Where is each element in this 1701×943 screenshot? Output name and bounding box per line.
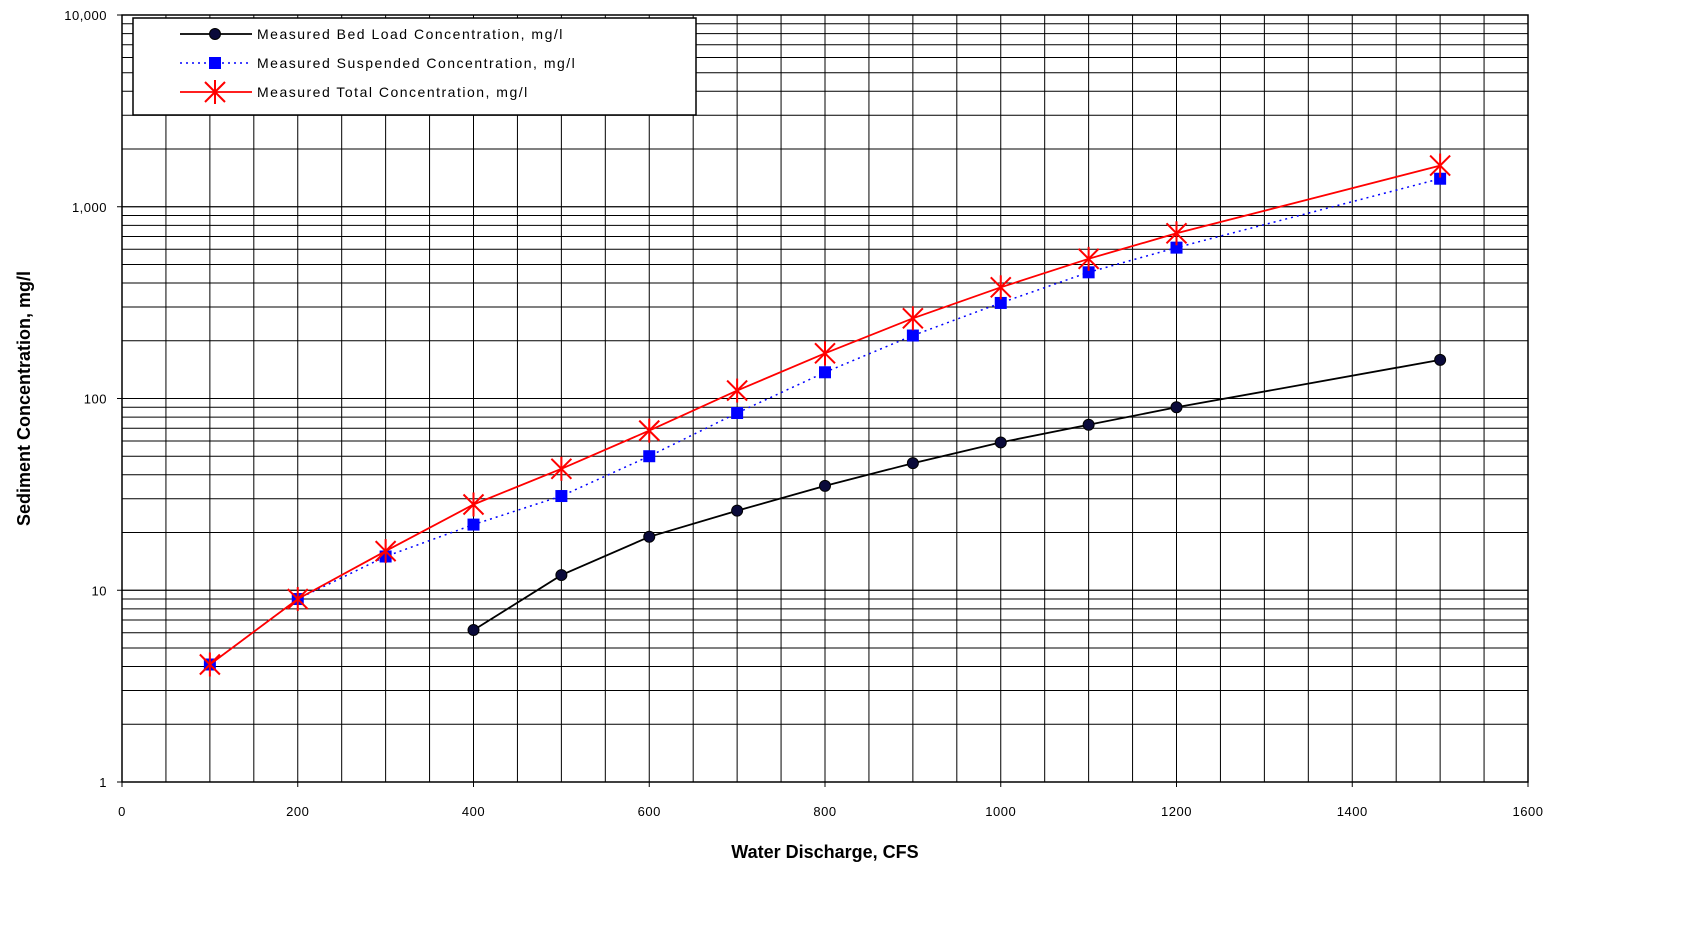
x-tick-label: 1400 bbox=[1337, 804, 1368, 819]
legend-marker bbox=[204, 80, 226, 104]
data-point bbox=[1429, 153, 1451, 178]
data-point bbox=[467, 518, 480, 531]
data-point bbox=[462, 492, 485, 517]
data-point bbox=[555, 569, 568, 582]
data-point bbox=[814, 341, 836, 366]
x-tick-label: 200 bbox=[286, 804, 309, 819]
x-tick-label: 600 bbox=[638, 804, 661, 819]
data-point bbox=[1165, 221, 1188, 246]
data-point bbox=[467, 624, 480, 637]
data-point bbox=[902, 306, 924, 331]
data-point bbox=[906, 329, 919, 342]
data-point bbox=[731, 504, 744, 517]
data-point bbox=[819, 479, 831, 492]
series-3 bbox=[199, 153, 1451, 677]
x-tick-label: 1000 bbox=[985, 804, 1016, 819]
y-tick-label: 10,000 bbox=[64, 8, 107, 23]
data-point bbox=[994, 436, 1007, 449]
y-tick-label: 100 bbox=[84, 392, 107, 407]
x-tick-label: 1200 bbox=[1161, 804, 1192, 819]
data-point bbox=[1434, 353, 1447, 366]
data-point bbox=[638, 418, 660, 443]
legend-marker bbox=[209, 57, 221, 69]
legend-label: Measured Bed Load Concentration, mg/l bbox=[257, 26, 564, 42]
data-point bbox=[819, 366, 831, 379]
x-axis-title: Water Discharge, CFS bbox=[731, 842, 918, 862]
data-point bbox=[1077, 246, 1100, 271]
data-point bbox=[1170, 241, 1183, 254]
x-tick-label: 0 bbox=[118, 804, 126, 819]
axis-ticks: 0 200 400 600 800 1000 1200 1400 1600 1 10 100 1,000… bbox=[64, 8, 1543, 819]
data-point bbox=[287, 587, 309, 612]
data-point bbox=[1434, 172, 1447, 185]
data-point bbox=[550, 456, 573, 481]
data-point bbox=[1082, 266, 1095, 279]
series-line bbox=[473, 359, 1441, 631]
y-axis-title: Sediment Concentration, mg/l bbox=[14, 271, 34, 526]
legend-label: Measured Suspended Concentration, mg/l bbox=[257, 55, 576, 71]
series-1 bbox=[467, 353, 1447, 637]
data-point bbox=[990, 275, 1012, 300]
legend-marker bbox=[209, 28, 221, 40]
y-tick-label: 10 bbox=[92, 583, 107, 598]
data-point bbox=[731, 407, 744, 420]
plot-series bbox=[199, 153, 1451, 677]
x-tick-label: 1600 bbox=[1513, 804, 1544, 819]
legend: Measured Bed Load Concentration, mg/l Mea… bbox=[132, 17, 697, 116]
y-tick-label: 1 bbox=[99, 775, 107, 790]
legend-item: Measured Total Concentration, mg/l bbox=[180, 80, 529, 104]
data-point bbox=[1170, 401, 1183, 414]
legend-item: Measured Suspended Concentration, mg/l bbox=[180, 55, 576, 71]
legend-item: Measured Bed Load Concentration, mg/l bbox=[180, 26, 564, 42]
y-tick-label: 1,000 bbox=[72, 200, 107, 215]
data-point bbox=[643, 450, 656, 463]
x-tick-label: 400 bbox=[462, 804, 485, 819]
grid bbox=[121, 14, 1529, 783]
data-point bbox=[643, 530, 656, 543]
data-point bbox=[199, 652, 221, 677]
data-point bbox=[994, 296, 1007, 309]
data-point bbox=[906, 457, 919, 470]
data-point bbox=[1082, 418, 1095, 431]
data-point bbox=[374, 539, 397, 564]
x-tick-label: 800 bbox=[813, 804, 836, 819]
data-point bbox=[555, 490, 568, 503]
data-point bbox=[726, 378, 748, 403]
legend-label: Measured Total Concentration, mg/l bbox=[257, 84, 529, 100]
